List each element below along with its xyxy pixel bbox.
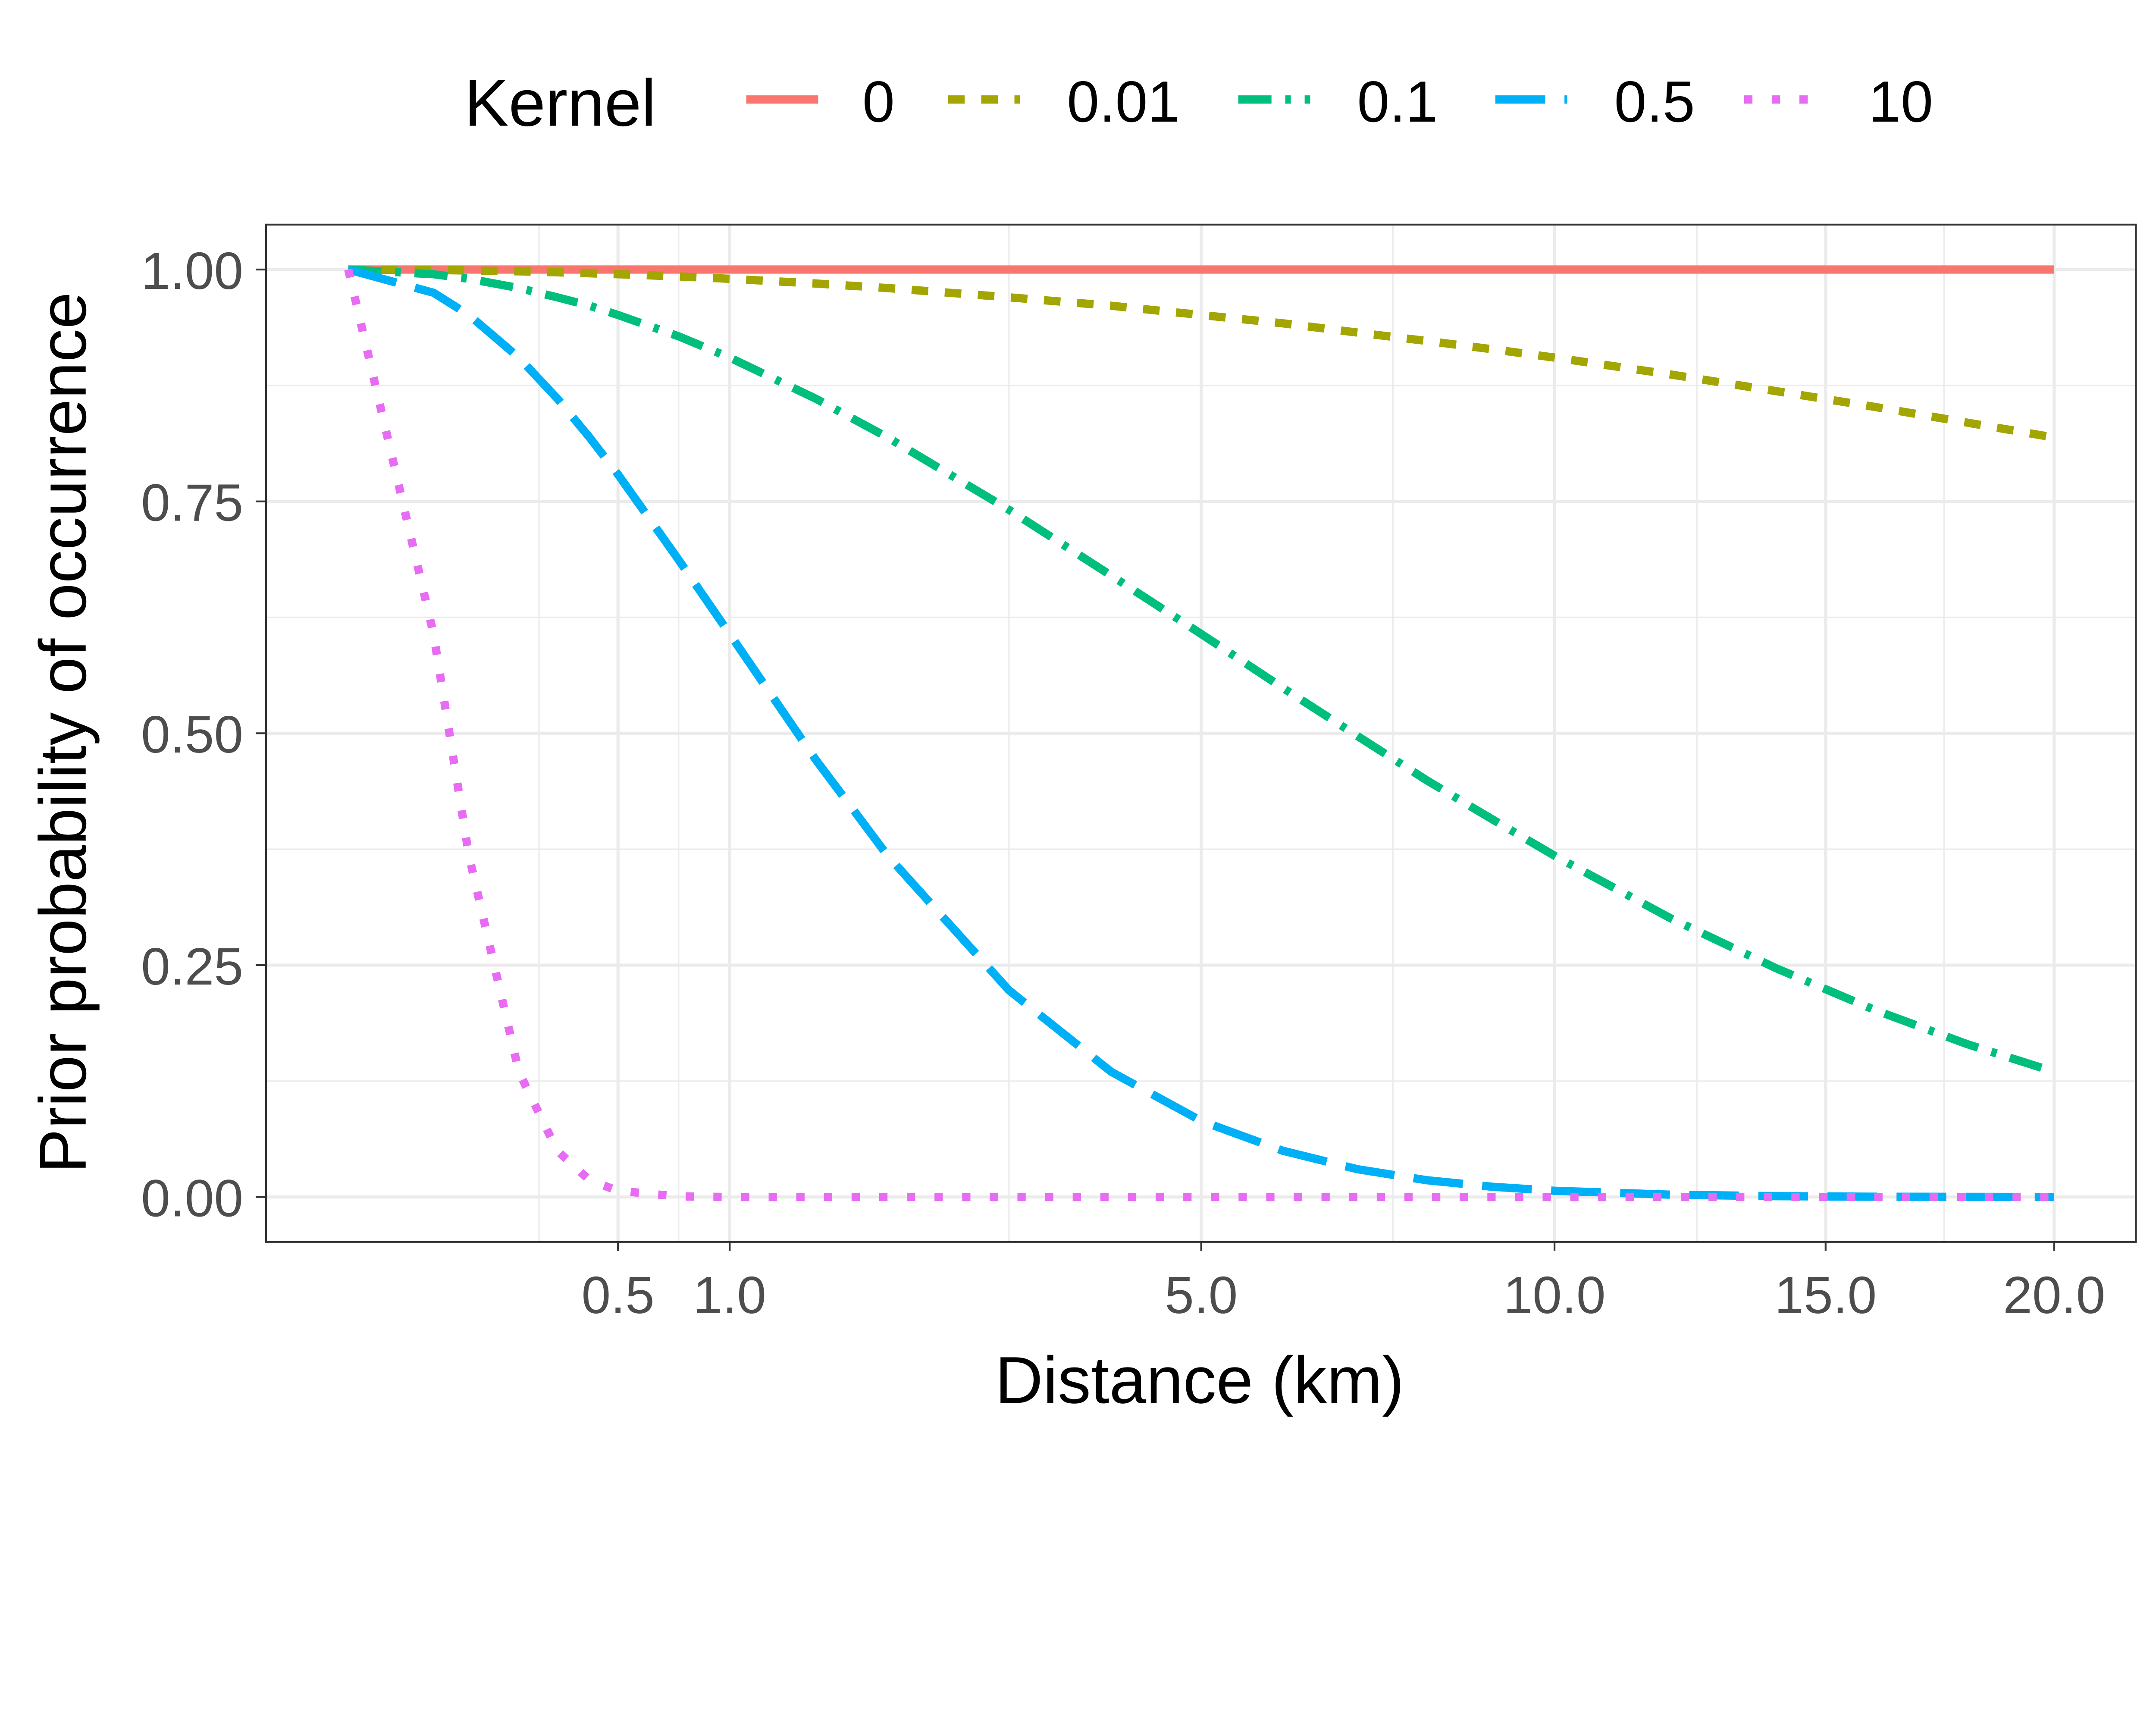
series-line-0.5	[347, 265, 2054, 1201]
y-axis: 0.00 0.25 0.50 0.75 1.00	[141, 242, 266, 1228]
series-lines	[344, 265, 2056, 1201]
x-tick-label: 1.0	[693, 1266, 766, 1324]
x-axis-label: Distance (km)	[995, 1343, 1404, 1417]
series-line-10	[344, 268, 2054, 1201]
legend-label: 0.5	[1614, 69, 1695, 134]
series-line-0.1	[348, 265, 2056, 1076]
legend: Kernel 0 0.01 0.1 0.5 10	[464, 66, 1933, 140]
legend-label: 0.1	[1357, 69, 1438, 134]
y-tick-label: 0.25	[141, 937, 243, 996]
background	[0, 0, 2156, 1437]
y-axis-label: Prior probability of occurrence	[26, 292, 100, 1173]
x-tick-label: 5.0	[1165, 1266, 1238, 1324]
y-tick-label: 0.75	[141, 474, 243, 532]
x-axis: 0.5 1.0 5.0 10.0 15.0 20.0	[582, 1241, 2105, 1324]
y-tick-label: 0.50	[141, 705, 243, 764]
legend-label: 0	[862, 69, 895, 134]
x-tick-label: 20.0	[2003, 1266, 2105, 1324]
legend-label: 0.01	[1067, 69, 1180, 134]
chart: 0.000.250.500.751.00 0.5 1.0 5.0 10.0 15.0 20…	[0, 0, 2156, 1437]
y-tick-label: 1.00	[141, 242, 243, 300]
y-tick-label: 0.00	[141, 1169, 243, 1228]
series-line-0.01	[348, 265, 2055, 442]
x-tick-label: 0.5	[582, 1266, 655, 1324]
x-tick-label: 15.0	[1774, 1266, 1877, 1324]
legend-title: Kernel	[464, 66, 656, 140]
grid	[266, 225, 2135, 1242]
legend-label: 10	[1868, 69, 1933, 134]
x-tick-label: 10.0	[1504, 1266, 1606, 1324]
